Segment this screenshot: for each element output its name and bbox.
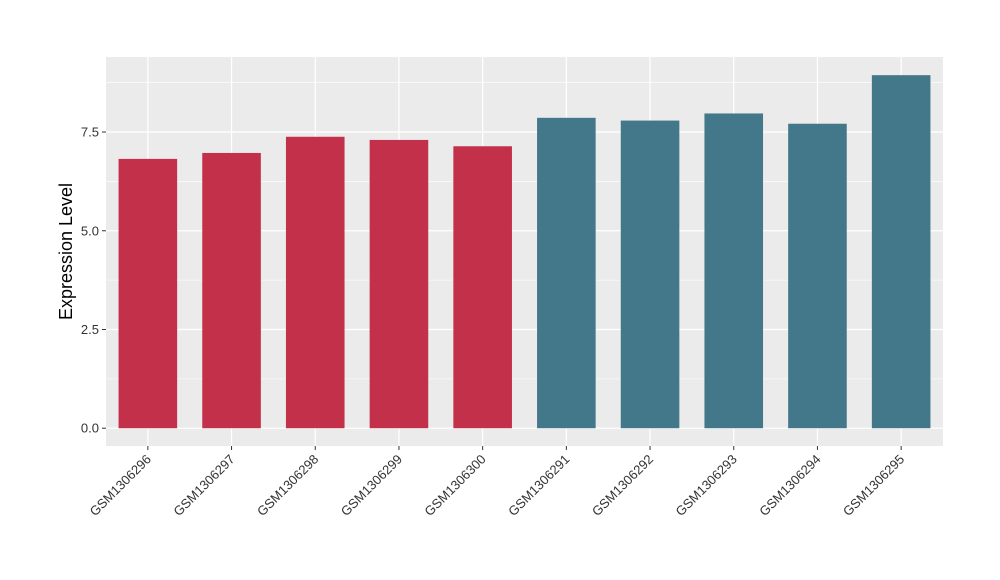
x-tick-label: GSM1306293	[673, 452, 740, 519]
bar	[788, 123, 847, 429]
bars	[118, 75, 931, 429]
x-tick-label: GSM1306291	[505, 452, 572, 519]
y-tick-label: 5.0	[81, 223, 99, 238]
bar	[537, 117, 596, 429]
x-axis: GSM1306296 GSM1306297 GSM1306298 GSM1306299…	[87, 446, 907, 519]
y-tick-label: 2.5	[81, 322, 99, 337]
y-axis-title: Expression Level	[56, 183, 76, 320]
x-tick-label: GSM1306292	[589, 452, 656, 519]
bar	[285, 136, 345, 429]
bar	[453, 146, 512, 429]
y-axis: 0.0 2.5 5.0 7.5	[81, 125, 106, 436]
x-tick-label: GSM1306297	[170, 452, 237, 519]
x-tick-label: GSM1306296	[87, 452, 154, 519]
y-tick-label: 0.0	[81, 421, 99, 436]
bar	[202, 152, 261, 429]
y-tick-label: 7.5	[81, 125, 99, 140]
x-tick-label: GSM1306299	[338, 452, 405, 519]
x-tick-label: GSM1306298	[254, 452, 321, 519]
x-tick-label: GSM1306294	[756, 452, 823, 519]
bar	[704, 113, 764, 429]
bar	[871, 75, 931, 429]
x-tick-label: GSM1306295	[840, 452, 907, 519]
bar	[620, 120, 680, 429]
x-tick-label: GSM1306300	[421, 452, 488, 519]
bar	[118, 158, 178, 429]
bar	[369, 139, 429, 429]
